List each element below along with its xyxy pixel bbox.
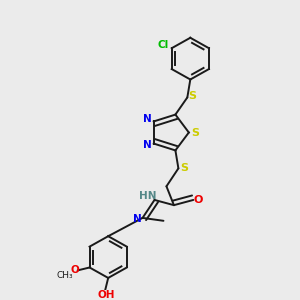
Text: N: N [143,140,152,150]
Text: S: S [189,91,197,101]
Text: Cl: Cl [158,40,169,50]
Text: O: O [71,265,80,275]
Text: HN: HN [139,191,157,202]
Text: OH: OH [97,290,115,300]
Text: N: N [133,214,142,224]
Text: N: N [143,114,152,124]
Text: CH₃: CH₃ [57,271,74,280]
Text: S: S [191,128,200,137]
Text: O: O [194,195,203,205]
Text: S: S [180,163,188,173]
